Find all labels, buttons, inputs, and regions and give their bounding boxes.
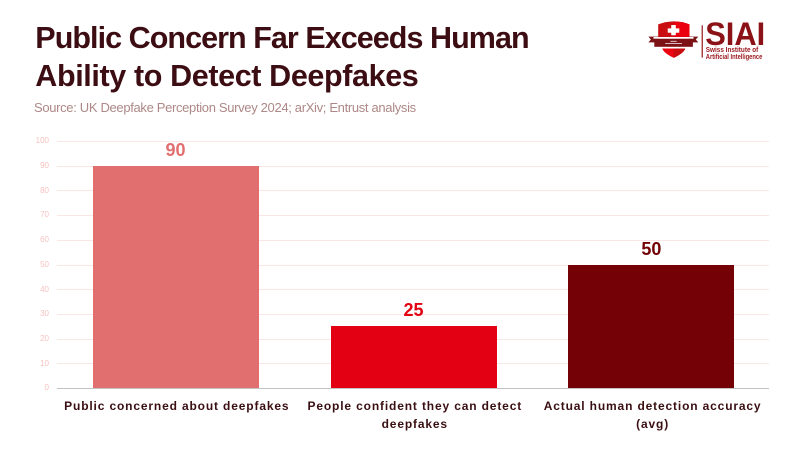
svg-text:Artificial Intelligence: Artificial Intelligence: [706, 52, 763, 61]
svg-text:SIAI: SIAI: [705, 19, 765, 52]
svg-text:Swiss Institute of: Swiss Institute of: [706, 45, 759, 54]
